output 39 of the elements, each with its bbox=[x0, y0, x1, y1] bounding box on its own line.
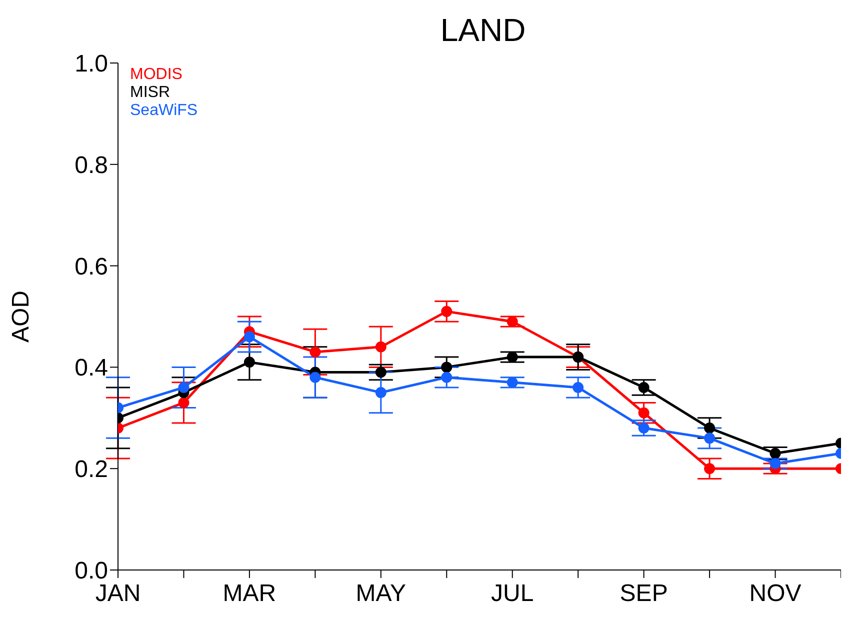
point bbox=[441, 306, 452, 317]
point bbox=[506, 352, 518, 363]
point bbox=[178, 397, 190, 408]
point bbox=[638, 382, 650, 393]
x-tick-label: MAY bbox=[356, 580, 406, 608]
chart-title: LAND bbox=[439, 12, 527, 49]
y-tick-label: 1.0 bbox=[74, 50, 108, 78]
y-tick-label: 0.2 bbox=[74, 456, 108, 484]
point bbox=[770, 458, 781, 470]
point bbox=[441, 372, 452, 383]
point bbox=[638, 422, 650, 434]
x-tick-label: MAR bbox=[222, 580, 276, 608]
point bbox=[572, 382, 584, 393]
y-tick-label: 0.8 bbox=[74, 152, 108, 179]
point bbox=[506, 376, 518, 388]
x-tick-label: SEP bbox=[620, 580, 668, 608]
point bbox=[375, 366, 386, 378]
text: MODIS bbox=[130, 66, 184, 84]
point bbox=[310, 372, 321, 383]
point bbox=[310, 346, 321, 358]
point bbox=[244, 331, 255, 342]
point bbox=[441, 362, 452, 373]
text: SeaWiFS bbox=[130, 102, 198, 120]
point bbox=[375, 387, 386, 398]
point bbox=[704, 432, 716, 444]
text: MISR bbox=[130, 84, 171, 102]
y-axis-title: AOD bbox=[8, 290, 35, 343]
point bbox=[178, 382, 190, 393]
point bbox=[638, 407, 650, 418]
x-tick-label: JUL bbox=[491, 580, 534, 608]
point bbox=[704, 422, 716, 434]
point bbox=[375, 341, 386, 352]
point bbox=[704, 463, 716, 474]
x-tick-label: NOV bbox=[749, 580, 802, 608]
y-tick-label: 0.6 bbox=[74, 253, 108, 280]
point bbox=[770, 448, 781, 459]
point bbox=[244, 356, 255, 368]
y-tick-label: 0.4 bbox=[74, 354, 108, 382]
point bbox=[506, 316, 518, 328]
